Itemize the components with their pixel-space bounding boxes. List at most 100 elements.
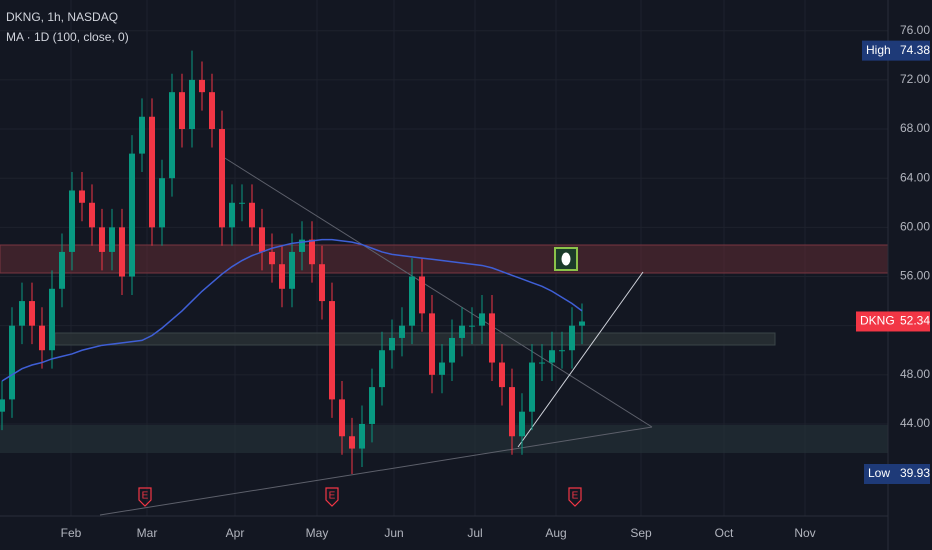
price-tag-value: 52.34 xyxy=(900,314,930,328)
x-tick-label: Aug xyxy=(545,526,566,540)
candle-body xyxy=(319,264,325,302)
candle-body xyxy=(349,436,355,449)
y-tick-label: 48.00 xyxy=(900,367,930,381)
candle-body xyxy=(529,362,535,412)
candle-body xyxy=(99,227,105,252)
candle-body xyxy=(159,178,165,228)
support-zone xyxy=(54,332,776,346)
candle-body xyxy=(139,116,145,154)
price-tag xyxy=(864,463,930,484)
svg-text:E: E xyxy=(329,491,336,502)
price-tag-name: DKNG xyxy=(860,314,895,328)
candle-body xyxy=(229,202,235,228)
x-tick-label: Feb xyxy=(61,526,82,540)
earnings-letters: E E E xyxy=(142,491,579,502)
y-tick-label: 76.00 xyxy=(900,23,930,37)
candle-body xyxy=(119,227,125,277)
candle-body xyxy=(379,350,385,388)
x-tick-label: Oct xyxy=(715,526,734,540)
candle-body xyxy=(19,301,25,326)
candle-body xyxy=(69,190,75,252)
price-tag-name: High xyxy=(866,43,891,57)
candle-body xyxy=(399,325,405,338)
x-tick-label: Jun xyxy=(384,526,403,540)
candle-body xyxy=(579,321,585,326)
candle-body xyxy=(89,202,95,228)
candle-body xyxy=(179,92,185,130)
candle-body xyxy=(0,399,5,412)
y-tick-label: 68.00 xyxy=(900,121,930,135)
candle-body xyxy=(559,350,565,352)
candle-body xyxy=(259,227,265,252)
indicator-label: MA · 1D (100, close, 0) xyxy=(6,30,129,44)
chart-title: DKNG, 1h, NASDAQ xyxy=(6,10,118,24)
candle-body xyxy=(519,411,525,437)
plot xyxy=(0,50,585,474)
candle-body xyxy=(169,92,175,179)
candle-body xyxy=(369,387,375,424)
price-tag-name: Low xyxy=(868,466,890,480)
candle-body xyxy=(479,313,485,326)
y-tick-label: 60.00 xyxy=(900,220,930,234)
y-tick-label: 72.00 xyxy=(900,72,930,86)
price-tag xyxy=(856,311,930,332)
candle-body xyxy=(419,276,425,314)
candle-body xyxy=(189,79,195,130)
candle-body xyxy=(49,288,55,351)
candle-body xyxy=(339,399,345,437)
x-tick-label: Mar xyxy=(137,526,158,540)
candle-body xyxy=(409,276,415,326)
candle-body xyxy=(149,116,155,228)
trendline xyxy=(219,154,653,428)
candle-body xyxy=(79,190,85,203)
price-tag-value: 39.93 xyxy=(900,466,930,480)
trendline xyxy=(517,271,644,448)
x-tick-label: Apr xyxy=(226,526,245,540)
candle-body xyxy=(509,387,515,437)
candle-body xyxy=(469,325,475,327)
candle-body xyxy=(209,92,215,130)
candle-body xyxy=(109,227,115,252)
candle-body xyxy=(249,202,255,228)
y-tick-label: 56.00 xyxy=(900,269,930,283)
candle-body xyxy=(199,79,205,93)
candle-body xyxy=(299,239,305,252)
candle-body xyxy=(499,362,505,388)
candle-body xyxy=(59,251,65,289)
candle-body xyxy=(269,251,275,265)
candle-body xyxy=(289,251,295,289)
candle-body xyxy=(219,129,225,228)
axes: 44.0048.0052.0056.0060.0064.0068.0072.00… xyxy=(61,23,931,540)
moving-average xyxy=(1,238,583,382)
demand-zone xyxy=(0,425,888,453)
earnings-icon xyxy=(554,247,578,271)
candle-body xyxy=(359,423,365,449)
resistance-zone xyxy=(0,244,889,274)
candle-body xyxy=(129,153,135,277)
candle-body xyxy=(29,301,35,326)
price-tag-value: 74.38 xyxy=(900,43,930,57)
price-tag xyxy=(862,40,930,61)
candle-body xyxy=(449,337,455,363)
candle-body xyxy=(309,239,315,265)
x-tick-label: May xyxy=(306,526,329,540)
candle-body xyxy=(9,325,15,400)
x-tick-label: Jul xyxy=(467,526,482,540)
candle-body xyxy=(389,337,395,351)
candle-body xyxy=(459,325,465,338)
candle-body xyxy=(439,362,445,375)
svg-text:E: E xyxy=(572,491,579,502)
svg-text:E: E xyxy=(142,491,149,502)
x-tick-label: Nov xyxy=(794,526,815,540)
candle-body xyxy=(279,264,285,289)
trendline xyxy=(99,426,653,516)
x-tick-label: Sep xyxy=(630,526,652,540)
candle-body xyxy=(239,202,245,204)
candle-body xyxy=(329,301,335,400)
candle-body xyxy=(489,313,495,363)
candle-body xyxy=(569,325,575,351)
candle-body xyxy=(39,325,45,351)
